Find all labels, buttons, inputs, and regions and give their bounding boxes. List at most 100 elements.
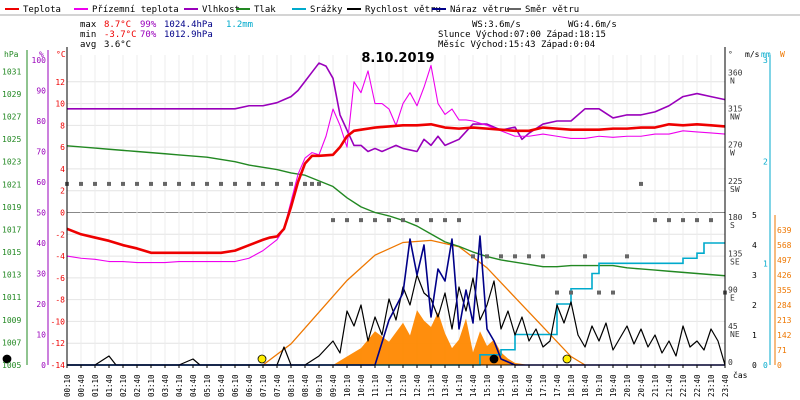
temp-tick-label: -14	[51, 361, 66, 370]
wind-direction-point	[443, 218, 447, 223]
stat-max-temp: 8.7°C	[104, 20, 131, 30]
legend-label-tlak: Tlak	[254, 5, 276, 15]
legend-label-rosny_bod: Přízemní teplota	[92, 5, 179, 15]
wind-direction-point	[513, 254, 517, 259]
wind-direction-point	[457, 218, 461, 223]
dir-tick-compass: SE	[730, 257, 740, 266]
series-line-srazky	[67, 242, 725, 366]
dir-tick-label: 360	[728, 68, 743, 77]
x-tick-label: 10:10	[343, 374, 352, 397]
x-tick-label: 02:40	[133, 374, 142, 397]
stats-header: max 8.7°C 99% 1024.4hPa 1.2mm min -3.7°C…	[80, 20, 617, 66]
x-tick-label: 05:10	[203, 374, 212, 397]
x-tick-label: 09:40	[329, 374, 338, 397]
mm-tick-label: 0	[763, 361, 768, 370]
stat-max-hum: 99%	[140, 20, 157, 30]
wind-direction-point	[709, 218, 713, 223]
temp-tick-label: -8	[55, 296, 65, 305]
wind-direction-point	[191, 181, 195, 186]
wind-direction-point	[93, 181, 97, 186]
x-tick-label: 17:10	[539, 374, 548, 397]
x-tick-label: 18:40	[581, 374, 590, 397]
stat-max-label: max	[80, 20, 97, 30]
ms-tick-label: 2	[752, 301, 757, 310]
wind-direction-point	[387, 218, 391, 223]
pct-tick-label: 50	[36, 209, 46, 218]
wind-direction-point	[331, 218, 335, 223]
wind-direction-point	[401, 218, 405, 223]
legend-label-naraz: Náraz větru	[450, 5, 510, 15]
w-tick-label: 355	[777, 286, 792, 295]
wind-direction-point	[541, 254, 545, 259]
w-tick-label: 568	[777, 241, 792, 250]
stat-max-press: 1024.4hPa	[164, 20, 213, 30]
dir-tick-compass: E	[730, 294, 735, 303]
pct-tick-label: 0	[41, 361, 46, 370]
x-tick-label: 08:10	[287, 374, 296, 397]
solar-theoretical-line	[262, 239, 586, 366]
temp-tick-label: 4	[60, 165, 65, 174]
legend-label-teplota: Teplota	[23, 5, 61, 15]
wind-direction-point	[310, 181, 314, 186]
x-tick-label: 21:40	[665, 374, 674, 397]
wind-direction-point	[289, 181, 293, 186]
wind-direction-point	[121, 181, 125, 186]
legend-label-rychlost: Rychlost větru	[365, 5, 441, 15]
wind-direction-point	[373, 218, 377, 223]
moonset-marker	[2, 354, 12, 364]
axes-layer: hPa1031102910271025102310211019101710151…	[0, 14, 800, 397]
legend-label-vlhkost: Vlhkost	[202, 5, 240, 15]
wind-direction-point	[653, 218, 657, 223]
dir-tick-label: 315	[728, 104, 743, 113]
pct-tick-label: 40	[36, 239, 46, 248]
x-tick-label: 12:10	[399, 374, 408, 397]
ms-tick-label: 0	[752, 361, 757, 370]
w-tick-label: 639	[777, 226, 792, 235]
dir-tick-label: 180	[728, 213, 743, 222]
solar-radiation-layer	[262, 239, 586, 366]
x-tick-label: 06:10	[231, 374, 240, 397]
stat-avg-temp: 3.6°C	[104, 40, 131, 50]
wind-direction-point	[555, 290, 559, 295]
wind-direction-point	[177, 181, 181, 186]
stat-min-hum: 70%	[140, 30, 157, 40]
dir-tick-compass: SW	[730, 185, 740, 194]
hpa-tick-label: 1023	[2, 158, 21, 167]
pct-tick-label: 100	[32, 56, 47, 65]
wind-direction-point	[303, 181, 307, 186]
temp-tick-label: 0	[60, 209, 65, 218]
w-tick-label: 0	[777, 361, 782, 370]
x-tick-label: 19:10	[595, 374, 604, 397]
mm-axis-label: mm	[761, 50, 771, 59]
x-tick-label: 15:40	[497, 374, 506, 397]
pct-tick-label: 90	[36, 87, 46, 96]
wind-direction-point	[471, 254, 475, 259]
moonrise-marker	[489, 354, 499, 364]
hpa-tick-label: 1017	[2, 225, 21, 234]
x-tick-label: 06:40	[245, 374, 254, 397]
mm-tick-label: 1	[763, 259, 768, 268]
dir-tick-label: 225	[728, 177, 743, 186]
x-tick-label: 19:40	[609, 374, 618, 397]
x-tick-label: 05:40	[217, 374, 226, 397]
wind-direction-point	[233, 181, 237, 186]
x-tick-label: 21:10	[651, 374, 660, 397]
x-tick-label: 22:10	[679, 374, 688, 397]
x-tick-label: 00:40	[77, 374, 86, 397]
wind-direction-point	[695, 218, 699, 223]
pct-axis-label: %	[39, 50, 44, 59]
pct-tick-label: 30	[36, 270, 46, 279]
solar-actual-area	[333, 310, 529, 365]
dir-tick-compass: W	[730, 149, 735, 158]
x-tick-label: 16:10	[511, 374, 520, 397]
temp-tick-label: -10	[51, 317, 66, 326]
w-tick-label: 213	[777, 316, 792, 325]
pct-tick-label: 70	[36, 148, 46, 157]
legend: Teplota Přízemní teplota Vlhkost Tlak Srážky…	[5, 5, 579, 15]
temp-tick-label: -6	[55, 274, 65, 283]
sunset-marker	[562, 354, 572, 364]
wind-direction-point	[247, 181, 251, 186]
w-tick-label: 142	[777, 331, 792, 340]
ms-tick-label: 3	[752, 271, 757, 280]
